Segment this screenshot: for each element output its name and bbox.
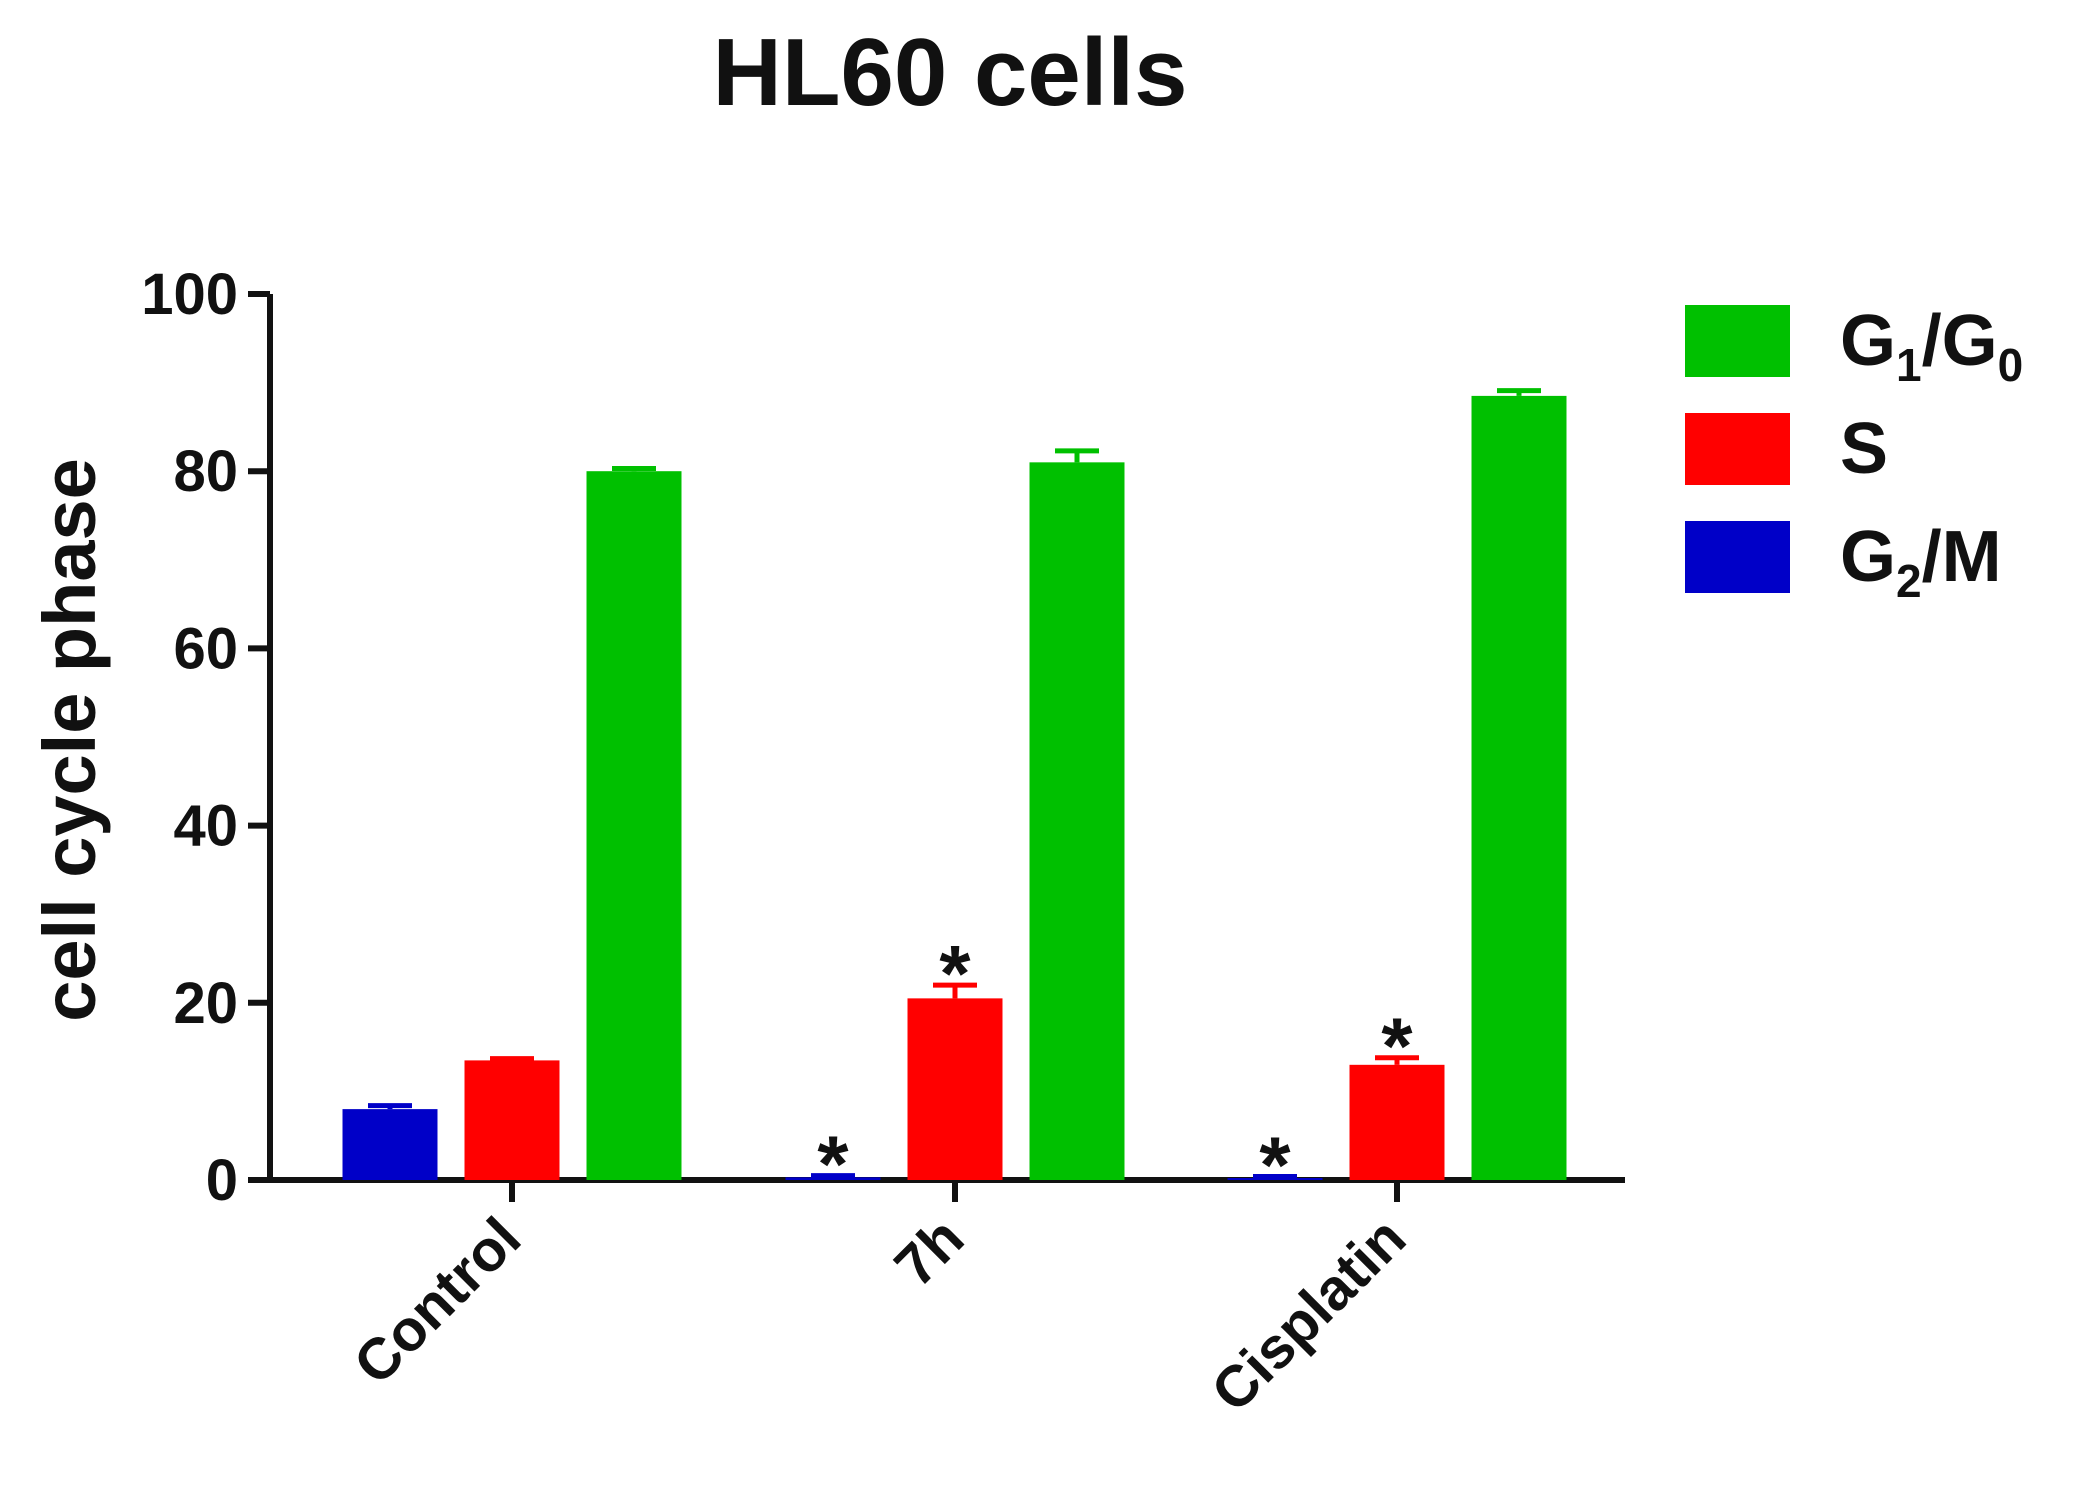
bar bbox=[907, 998, 1003, 1180]
y-tick-label: 80 bbox=[173, 439, 238, 504]
bar bbox=[785, 1177, 881, 1180]
y-tick-label: 60 bbox=[173, 616, 238, 681]
chart-title: HL60 cells bbox=[713, 19, 1188, 126]
bar bbox=[1029, 462, 1125, 1181]
x-tick-label: Control bbox=[341, 1205, 533, 1397]
x-tick-label: 7h bbox=[882, 1205, 976, 1299]
bar bbox=[464, 1060, 560, 1180]
bar bbox=[1227, 1178, 1323, 1180]
legend-label: G1/G0 bbox=[1840, 301, 2023, 391]
legend: G1/G0 S G2/M bbox=[1685, 301, 2023, 607]
y-tick-label: 0 bbox=[206, 1148, 238, 1213]
legend-swatch bbox=[1685, 413, 1790, 485]
legend-swatch bbox=[1685, 305, 1790, 377]
bar bbox=[586, 471, 682, 1180]
significance-marker: * bbox=[1381, 1002, 1413, 1091]
legend-label: S bbox=[1840, 409, 1888, 489]
legend-swatch bbox=[1685, 521, 1790, 593]
x-tick-label: Cisplatin bbox=[1199, 1205, 1418, 1424]
significance-marker: * bbox=[939, 929, 971, 1018]
bar bbox=[1349, 1064, 1445, 1180]
y-axis-title: cell cycle phase bbox=[28, 458, 111, 1022]
significance-marker: * bbox=[1259, 1120, 1291, 1209]
y-tick-label: 20 bbox=[173, 971, 238, 1036]
bars: * * * * bbox=[342, 388, 1567, 1209]
y-tick-label: 100 bbox=[141, 262, 238, 327]
y-tick-label: 40 bbox=[173, 794, 238, 859]
significance-marker: * bbox=[817, 1120, 849, 1209]
bar bbox=[1471, 395, 1567, 1180]
axes: 0 20 40 60 80 100 cell cycle phase Control 7h Cis… bbox=[28, 262, 1625, 1424]
bar bbox=[342, 1109, 438, 1180]
legend-label: G2/M bbox=[1840, 517, 2002, 607]
